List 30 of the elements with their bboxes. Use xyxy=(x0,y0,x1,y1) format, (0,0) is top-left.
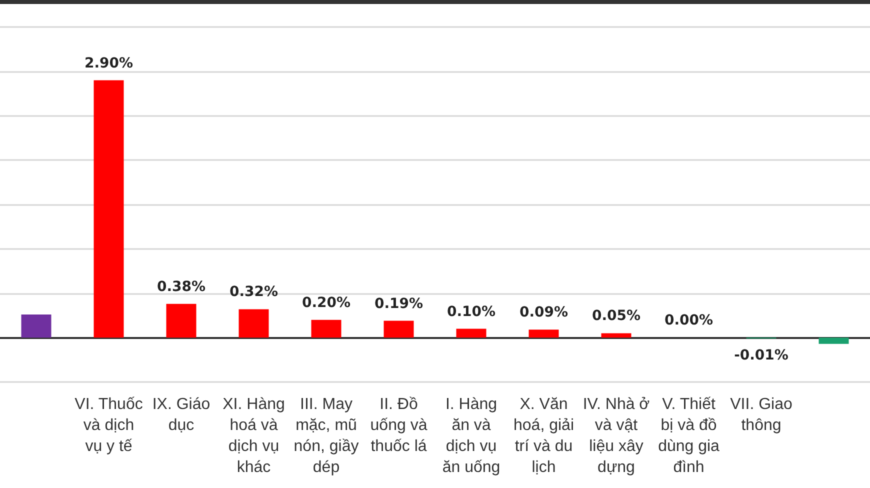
x-tick-label: III. May mặc, mũ nón, giầy dép xyxy=(294,396,359,476)
bar xyxy=(818,338,849,344)
bar xyxy=(238,309,269,338)
data-label: 0.10% xyxy=(446,304,496,320)
data-label: 0.19% xyxy=(374,296,424,312)
bar xyxy=(601,333,632,338)
data-label: 0.00% xyxy=(664,312,714,329)
x-tick-label: X. Văn hoá, giải trí và du lịch xyxy=(514,396,574,476)
x-tick-label: IV. Nhà ở và vật liệu xây dựng xyxy=(582,396,650,476)
data-label: 0.20% xyxy=(302,294,351,311)
x-tick-label: XI. Hàng hoá và dịch vụ khác xyxy=(222,396,285,476)
data-label: 0.38% xyxy=(156,278,206,295)
data-label: 2.90% xyxy=(84,55,134,72)
data-label: -0.01% xyxy=(734,348,788,364)
bar xyxy=(528,330,559,338)
bar xyxy=(384,320,414,338)
bar xyxy=(311,320,342,338)
x-tick-label: II. Đồ uống và thuốc lá xyxy=(370,396,428,455)
x-tick-label: VI. Thuốc và dịch vụ y tế xyxy=(74,396,143,455)
x-tick-label: V. Thiết bị và đồ dùng gia đình xyxy=(658,396,720,476)
x-tick-label: VII. Giao thông xyxy=(730,396,792,434)
data-label: 0.09% xyxy=(519,304,568,321)
bar xyxy=(21,314,52,338)
data-label: 0.32% xyxy=(229,284,278,300)
data-label: 0.05% xyxy=(592,308,641,324)
bar xyxy=(456,328,486,338)
bar xyxy=(94,80,124,338)
x-tick-label: I. Hàng ăn và dịch vụ ăn uống xyxy=(442,396,500,476)
bar xyxy=(166,304,196,338)
x-tick-label: IX. Giáo dục xyxy=(152,396,210,434)
